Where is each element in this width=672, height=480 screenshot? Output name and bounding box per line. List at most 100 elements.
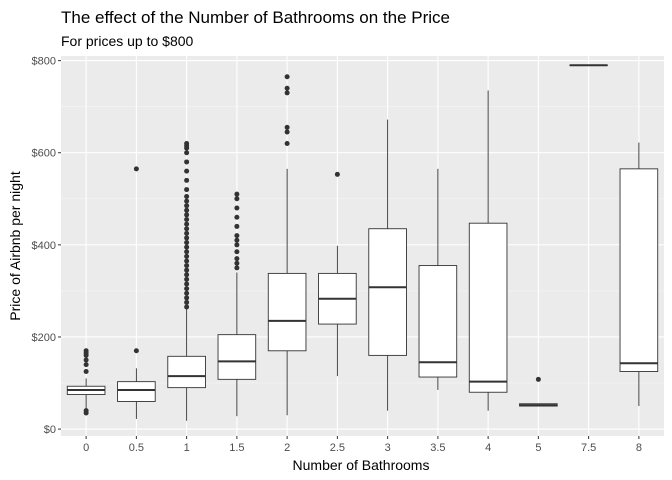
outlier-point [234, 242, 240, 248]
box-2-5 [318, 171, 357, 377]
outlier-point [184, 198, 190, 204]
x-tick-label: 0.5 [129, 442, 144, 454]
y-tick-label: $200 [32, 332, 56, 344]
outlier-point [234, 233, 240, 239]
outlier-point [234, 223, 240, 229]
outlier-point [184, 193, 190, 199]
box-iqr [468, 222, 508, 393]
box-4 [468, 90, 508, 411]
outlier-point [184, 141, 190, 147]
x-tick-label: 7.5 [581, 442, 596, 454]
outlier-point [83, 408, 89, 414]
chart-subtitle: For prices up to $800 [61, 33, 194, 49]
outlier-point [83, 362, 89, 368]
box-0 [66, 348, 106, 416]
plot-panel [61, 56, 664, 436]
box-iqr [117, 381, 156, 402]
outlier-point [184, 272, 190, 278]
outlier-point [184, 221, 190, 227]
y-tick-label: $0 [44, 424, 56, 436]
outlier-point [535, 376, 541, 382]
x-axis-label: Number of Bathrooms [293, 457, 430, 473]
x-tick-label: 0 [83, 442, 89, 454]
outlier-point [284, 90, 290, 96]
x-tick-label: 8 [636, 442, 642, 454]
outlier-point [184, 281, 190, 287]
outlier-point [234, 260, 240, 266]
outlier-point [184, 168, 190, 174]
outlier-point [83, 369, 89, 375]
outlier-point [184, 276, 190, 282]
chart-title: The effect of the Number of Bathrooms on… [61, 8, 450, 27]
y-tick-label: $800 [32, 56, 56, 68]
outlier-point [184, 226, 190, 232]
outlier-point [184, 150, 190, 156]
outlier-point [284, 74, 290, 80]
box-5 [519, 376, 558, 407]
box-iqr [217, 334, 257, 380]
x-tick-label: 5 [535, 442, 541, 454]
outlier-point [234, 196, 240, 202]
x-tick-label: 1.5 [229, 442, 244, 454]
outlier-point [184, 244, 190, 250]
x-axis: 0 0.5 1 1.5 2 2.5 3 3.5 4 5 7.5 8 [83, 436, 642, 454]
x-tick-label: 1 [184, 442, 190, 454]
y-tick-label: $600 [32, 148, 56, 160]
outlier-point [184, 249, 190, 255]
x-tick-label: 4 [485, 442, 491, 454]
outlier-point [234, 191, 240, 197]
box-iqr [167, 355, 206, 389]
outlier-point [184, 159, 190, 165]
box-series [66, 64, 659, 421]
outlier-point [184, 203, 190, 209]
box-iqr [267, 272, 307, 352]
outlier-point [133, 348, 139, 354]
x-tick-label: 2 [284, 442, 290, 454]
outlier-point [184, 263, 190, 269]
outlier-point [234, 265, 240, 271]
outlier-point [284, 85, 290, 91]
outlier-point [184, 240, 190, 246]
box-iqr [619, 168, 659, 372]
outlier-point [184, 235, 190, 241]
outlier-point [83, 357, 89, 363]
outlier-point [184, 177, 190, 183]
outlier-point [234, 214, 240, 220]
x-tick-label: 2.5 [330, 442, 345, 454]
outlier-point [83, 348, 89, 354]
outlier-point [234, 256, 240, 262]
x-tick-label: 3 [385, 442, 391, 454]
y-tick-label: $400 [32, 240, 56, 252]
outlier-point [184, 207, 190, 213]
y-axis: $0 $200 $400 $600 $800 [32, 56, 61, 436]
outlier-point [234, 237, 240, 243]
outlier-point [184, 212, 190, 218]
outlier-point [184, 304, 190, 310]
outlier-point [184, 295, 190, 301]
outlier-point [234, 249, 240, 255]
box-0-5 [117, 166, 156, 419]
outlier-point [184, 253, 190, 259]
box-iqr [418, 265, 458, 378]
outlier-point [184, 217, 190, 223]
box-2 [267, 74, 307, 416]
outlier-point [184, 299, 190, 305]
outlier-point [234, 205, 240, 211]
box-iqr [368, 228, 407, 356]
outlier-point [184, 187, 190, 193]
box-3 [368, 119, 407, 411]
outlier-point [184, 230, 190, 236]
box-3-5 [418, 168, 458, 390]
minor-gridlines [61, 106, 664, 384]
box-1 [167, 141, 206, 421]
x-tick-label: 3.5 [430, 442, 445, 454]
box-1-5 [217, 191, 257, 417]
box-8 [619, 142, 659, 407]
outlier-point [284, 141, 290, 147]
outlier-point [334, 171, 340, 177]
outlier-point [284, 129, 290, 135]
outlier-point [184, 258, 190, 264]
outlier-point [184, 290, 190, 296]
outlier-point [133, 166, 139, 172]
